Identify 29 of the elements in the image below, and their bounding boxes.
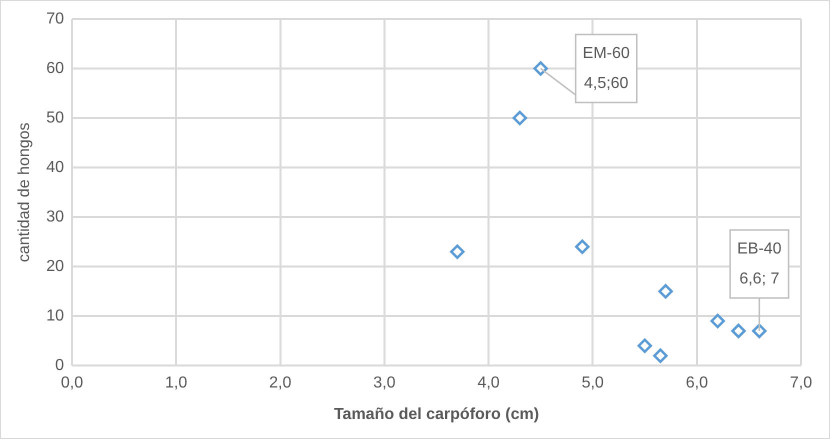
y-tick-label: 40 (46, 158, 64, 176)
x-tick-label: 1,0 (165, 374, 188, 392)
x-tick-label: 4,0 (477, 374, 500, 392)
point (575, 240, 590, 254)
x-tick-label: 3,0 (373, 374, 396, 392)
point (638, 338, 652, 354)
point (731, 324, 746, 338)
point (533, 61, 548, 76)
x-tick-label: 0,0 (60, 374, 84, 392)
x-tick-label: 5,0 (582, 374, 604, 392)
point (450, 244, 465, 259)
y-tick-label: 60 (46, 60, 64, 77)
x-tick-label: 7,0 (790, 374, 812, 392)
x-tick-label: 2,0 (269, 374, 292, 392)
x-axis-title: Tamaño del carpóforo (cm) (334, 406, 540, 423)
y-tick-label: 10 (46, 307, 64, 324)
point (512, 110, 528, 126)
annotation: EM-60 4,5;60 (582, 44, 630, 92)
x-tick-label: 6,0 (686, 374, 708, 392)
point (653, 348, 668, 363)
y-tick-label: 50 (46, 109, 64, 126)
y-tick-label: 0 (55, 357, 64, 374)
y-tick-label: 70 (46, 10, 64, 28)
y-axis-title: cantidad de hongos (16, 122, 34, 262)
y-tick-label: 20 (46, 258, 64, 275)
annotation: EB-40 6,6; 7 (737, 240, 782, 288)
y-tick-label: 30 (46, 208, 64, 226)
point (658, 284, 673, 299)
point (710, 314, 725, 328)
